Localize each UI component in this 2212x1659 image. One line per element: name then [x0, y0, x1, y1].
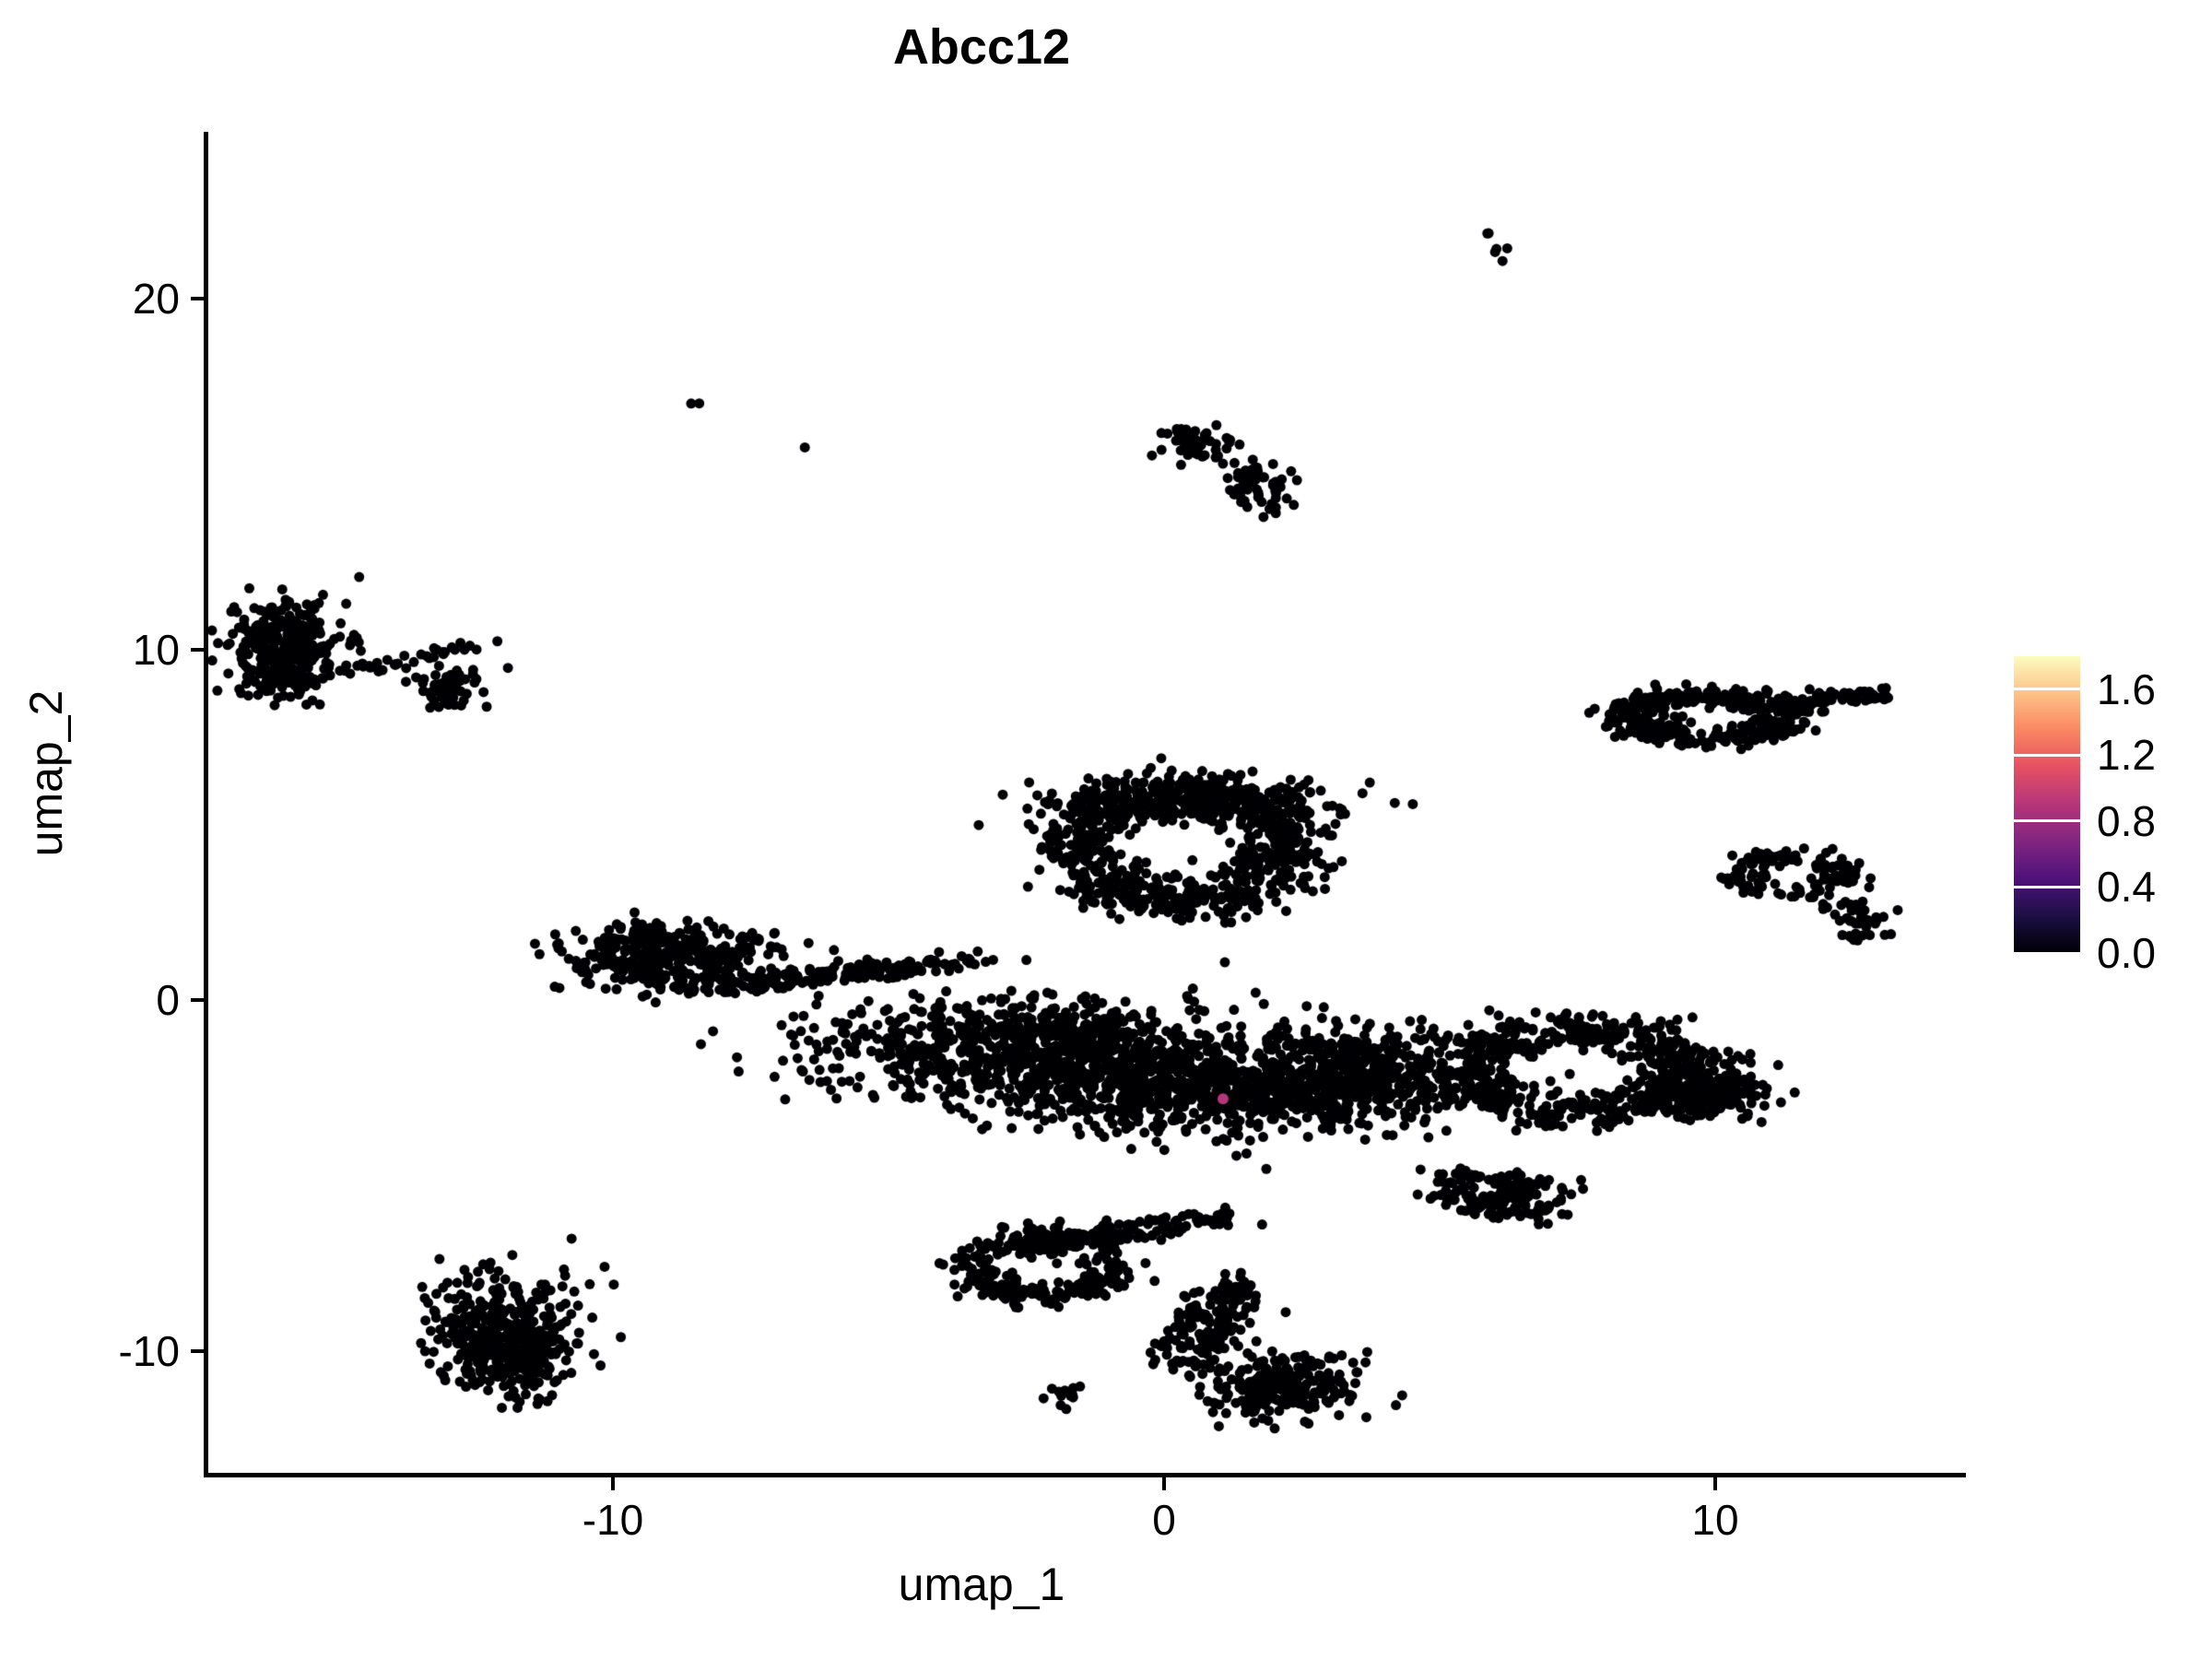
x-tick-mark — [1162, 1477, 1166, 1490]
y-tick-mark — [191, 297, 204, 300]
y-axis-line — [204, 132, 208, 1477]
x-axis-title: umap_1 — [898, 1559, 1065, 1610]
y-tick-label: 10 — [132, 625, 180, 674]
x-axis-line — [204, 1473, 1966, 1477]
y-tick-mark — [191, 998, 204, 1002]
y-axis-title: umap_2 — [20, 689, 72, 857]
y-tick-mark — [191, 1348, 204, 1353]
colorbar-tick-mark — [2014, 885, 2080, 888]
x-tick-label: 0 — [1152, 1496, 1176, 1544]
x-tick-mark — [611, 1477, 615, 1490]
colorbar-gradient — [2014, 656, 2080, 953]
colorbar-tick-mark — [2014, 688, 2080, 691]
colorbar-tick-label: 0.0 — [2097, 929, 2156, 977]
colorbar-tick-mark — [2014, 753, 2080, 757]
colorbar-tick-label: 0.4 — [2097, 863, 2156, 912]
y-tick-label: -10 — [118, 1326, 180, 1375]
x-tick-mark — [1713, 1477, 1717, 1490]
x-tick-label: 10 — [1691, 1496, 1739, 1544]
colorbar-tick-label: 1.2 — [2097, 731, 2156, 780]
colorbar-tick-label: 0.8 — [2097, 796, 2156, 845]
y-tick-mark — [191, 647, 204, 652]
colorbar-tick-mark — [2014, 951, 2080, 955]
x-tick-label: -10 — [582, 1496, 644, 1544]
colorbar-tick-mark — [2014, 819, 2080, 823]
colorbar-tick-label: 1.6 — [2097, 665, 2156, 713]
y-tick-label: 0 — [156, 976, 180, 1024]
y-tick-label: 20 — [132, 275, 180, 323]
